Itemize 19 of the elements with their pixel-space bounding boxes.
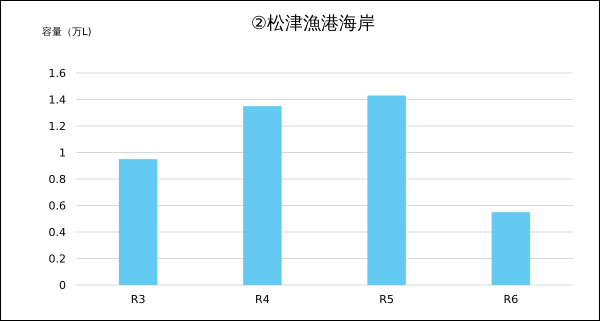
x-tick-label: R4 bbox=[255, 293, 270, 306]
y-tick-label: 1.4 bbox=[48, 94, 66, 106]
y-tick-label: 1.6 bbox=[48, 67, 66, 80]
chart-title: ②松津漁港海岸 bbox=[250, 13, 376, 34]
bar bbox=[367, 96, 406, 285]
y-tick-label: 1.2 bbox=[48, 120, 66, 133]
bar bbox=[243, 106, 282, 285]
x-tick-label: R5 bbox=[379, 293, 394, 306]
y-tick-label: 0.6 bbox=[48, 200, 66, 212]
y-axis-title: 容量（万L) bbox=[42, 26, 92, 38]
y-tick-label: 0.2 bbox=[48, 252, 66, 266]
bar bbox=[492, 212, 530, 285]
x-tick-label: R6 bbox=[504, 293, 518, 306]
y-tick-label: 0.4 bbox=[48, 226, 66, 239]
y-tick-label: 0.8 bbox=[48, 173, 66, 186]
y-tick-label: 1 bbox=[59, 146, 66, 160]
y-tick-label: 0 bbox=[59, 279, 66, 292]
bar bbox=[118, 159, 158, 285]
x-tick-label: R3 bbox=[130, 293, 146, 306]
